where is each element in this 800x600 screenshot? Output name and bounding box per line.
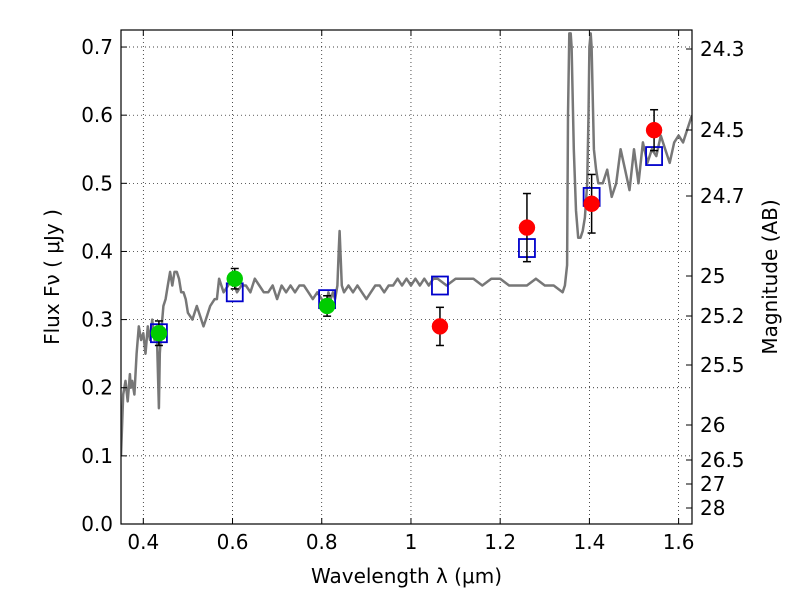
mag-tick-label: 24.7 <box>700 184 745 208</box>
photometry-point <box>518 219 536 236</box>
x-tick-label: 1.2 <box>484 530 516 554</box>
mag-tick-label: 24.5 <box>700 118 745 142</box>
x-tick-label: 1 <box>405 530 418 554</box>
photometry-point <box>583 195 600 213</box>
x-tick-label: 1.4 <box>573 530 605 554</box>
y-tick-label: 0.0 <box>81 512 113 536</box>
x-tick-label: 0.4 <box>127 530 159 554</box>
plot-background <box>121 30 692 524</box>
photometry-point <box>318 297 336 315</box>
y-tick-label: 0.1 <box>81 444 113 468</box>
y-tick-label: 0.6 <box>81 103 113 127</box>
mag-tick-label: 25.5 <box>700 353 745 377</box>
plot-frame <box>120 29 693 525</box>
y-tick-label: 0.4 <box>81 239 113 263</box>
mag-tick-label: 25.2 <box>700 304 745 328</box>
y-tick-label: 0.3 <box>81 308 113 332</box>
y-axis-label: Flux Fν ( μJy ) <box>40 209 64 345</box>
x-axis-label: Wavelength λ (μm) <box>311 564 502 588</box>
mag-tick-label: 27 <box>700 472 725 496</box>
magnitude-axis-label: Magnitude (AB) <box>758 199 782 354</box>
photometry-point <box>226 270 244 287</box>
photometry-point <box>150 324 168 342</box>
photometry-point <box>645 121 663 139</box>
x-tick-label: 1.6 <box>663 530 695 554</box>
plot-area <box>121 32 692 456</box>
mag-tick-label: 28 <box>700 496 725 520</box>
model-photometry-square <box>431 275 449 296</box>
mag-tick-label: 26 <box>700 413 725 437</box>
y-tick-label: 0.7 <box>81 35 113 59</box>
mag-tick-label: 25 <box>700 264 725 288</box>
mag-tick-label: 26.5 <box>700 448 745 472</box>
y-tick-label: 0.5 <box>81 171 113 195</box>
x-tick-label: 0.8 <box>306 530 338 554</box>
mag-tick-label: 24.3 <box>700 37 745 61</box>
model-spectrum-line <box>121 32 692 456</box>
photometry-point <box>431 318 449 335</box>
x-tick-label: 0.6 <box>217 530 249 554</box>
y-tick-label: 0.2 <box>81 376 113 400</box>
